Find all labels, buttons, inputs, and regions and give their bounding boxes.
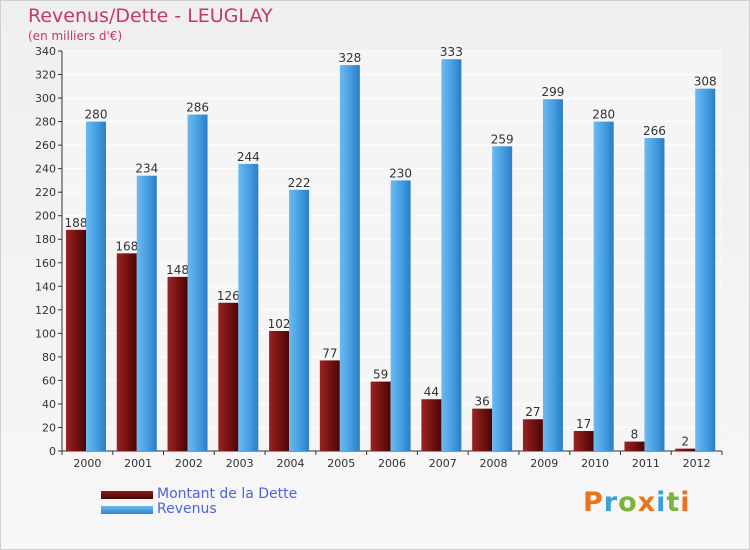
- y-tick-label: 40: [42, 398, 56, 411]
- logo-letter: o: [618, 487, 638, 518]
- proxiti-logo: Proxiti: [583, 487, 691, 518]
- data-label-revenus: 328: [338, 51, 361, 65]
- y-tick-label: 280: [35, 116, 56, 129]
- y-tick-label: 240: [35, 163, 56, 176]
- x-tick-label: 2007: [429, 457, 457, 470]
- x-tick-label: 2000: [73, 457, 101, 470]
- data-label-dette: 36: [475, 395, 490, 409]
- logo-letter: r: [603, 487, 619, 518]
- bar-dette: [218, 302, 239, 451]
- y-tick-label: 100: [35, 327, 56, 340]
- bar-revenus: [136, 175, 157, 452]
- legend-swatch-dette: [101, 491, 153, 499]
- legend-label-dette: Montant de la Dette: [157, 486, 298, 502]
- data-label-revenus: 333: [440, 45, 463, 59]
- bar-dette: [319, 360, 340, 451]
- data-label-revenus: 280: [592, 108, 615, 122]
- logo-letter: x: [637, 487, 657, 518]
- bar-revenus: [441, 59, 462, 452]
- legend-label-revenus: Revenus: [157, 501, 217, 517]
- data-label-dette: 27: [525, 405, 540, 419]
- bar-dette: [573, 431, 594, 451]
- bar-revenus: [695, 88, 716, 451]
- data-label-dette: 8: [631, 428, 639, 442]
- data-label-revenus: 280: [85, 108, 108, 122]
- chart-subtitle: (en milliers d'€): [28, 29, 123, 43]
- bar-dette: [522, 419, 543, 451]
- y-tick-label: 20: [42, 421, 56, 434]
- y-tick-label: 180: [35, 233, 56, 246]
- x-tick-label: 2006: [378, 457, 406, 470]
- logo-letter: i: [680, 487, 691, 518]
- data-label-dette: 102: [268, 317, 291, 331]
- bar-revenus: [644, 138, 665, 451]
- bar-dette: [421, 399, 442, 451]
- y-tick-label: 60: [42, 374, 56, 387]
- bar-revenus: [238, 163, 259, 452]
- x-tick-label: 2012: [683, 457, 711, 470]
- x-tick-label: 2010: [581, 457, 609, 470]
- logo-letter: P: [583, 487, 604, 518]
- data-label-revenus: 222: [288, 176, 311, 190]
- bar-dette: [269, 331, 290, 451]
- data-label-dette: 2: [681, 435, 689, 449]
- data-label-revenus: 230: [389, 166, 412, 180]
- x-tick-label: 2003: [226, 457, 254, 470]
- bar-revenus: [593, 121, 614, 452]
- x-tick-label: 2001: [124, 457, 152, 470]
- y-tick-label: 340: [35, 45, 56, 58]
- y-tick-label: 140: [35, 280, 56, 293]
- y-tick-label: 80: [42, 351, 56, 364]
- x-tick-label: 2002: [175, 457, 203, 470]
- data-label-dette: 168: [115, 239, 138, 253]
- bar-revenus: [187, 114, 208, 451]
- data-label-revenus: 299: [541, 85, 564, 99]
- y-tick-label: 320: [35, 69, 56, 82]
- y-tick-label: 300: [35, 92, 56, 105]
- chart-title: Revenus/Dette - LEUGLAY: [28, 5, 273, 27]
- bar-revenus: [542, 99, 563, 451]
- y-tick-label: 120: [35, 304, 56, 317]
- bar-dette: [624, 441, 645, 451]
- bar-revenus: [86, 121, 106, 452]
- y-tick-label: 0: [49, 445, 56, 458]
- y-tick-label: 260: [35, 139, 56, 152]
- x-tick-label: 2005: [327, 457, 355, 470]
- x-tick-label: 2004: [276, 457, 304, 470]
- y-tick-label: 160: [35, 257, 56, 270]
- data-label-revenus: 266: [643, 124, 666, 138]
- bar-dette: [66, 229, 86, 451]
- data-label-revenus: 234: [135, 162, 158, 176]
- bar-dette: [167, 276, 188, 451]
- legend-swatch-revenus: [101, 506, 153, 514]
- data-label-revenus: 308: [694, 75, 717, 89]
- data-label-dette: 188: [65, 216, 88, 230]
- x-tick-label: 2009: [530, 457, 558, 470]
- y-tick-label: 220: [35, 186, 56, 199]
- data-label-dette: 44: [424, 385, 439, 399]
- data-label-dette: 17: [576, 417, 591, 431]
- data-label-dette: 59: [373, 368, 388, 382]
- bar-dette: [675, 448, 696, 451]
- bar-revenus: [289, 189, 310, 451]
- data-label-dette: 148: [166, 263, 189, 277]
- bar-revenus: [492, 146, 513, 451]
- bar-revenus: [339, 65, 360, 451]
- y-tick-label: 200: [35, 210, 56, 223]
- bar-dette: [370, 381, 391, 451]
- data-label-revenus: 244: [237, 150, 260, 164]
- bar-revenus: [390, 180, 411, 452]
- x-tick-label: 2008: [480, 457, 508, 470]
- bar-dette: [116, 253, 137, 451]
- data-label-revenus: 259: [491, 132, 514, 146]
- data-label-dette: 126: [217, 289, 240, 303]
- logo-letter: t: [666, 487, 681, 518]
- logo-letter: i: [656, 487, 667, 518]
- data-label-dette: 77: [322, 346, 337, 360]
- bar-dette: [472, 408, 493, 451]
- x-tick-label: 2011: [632, 457, 660, 470]
- data-label-revenus: 286: [186, 101, 209, 115]
